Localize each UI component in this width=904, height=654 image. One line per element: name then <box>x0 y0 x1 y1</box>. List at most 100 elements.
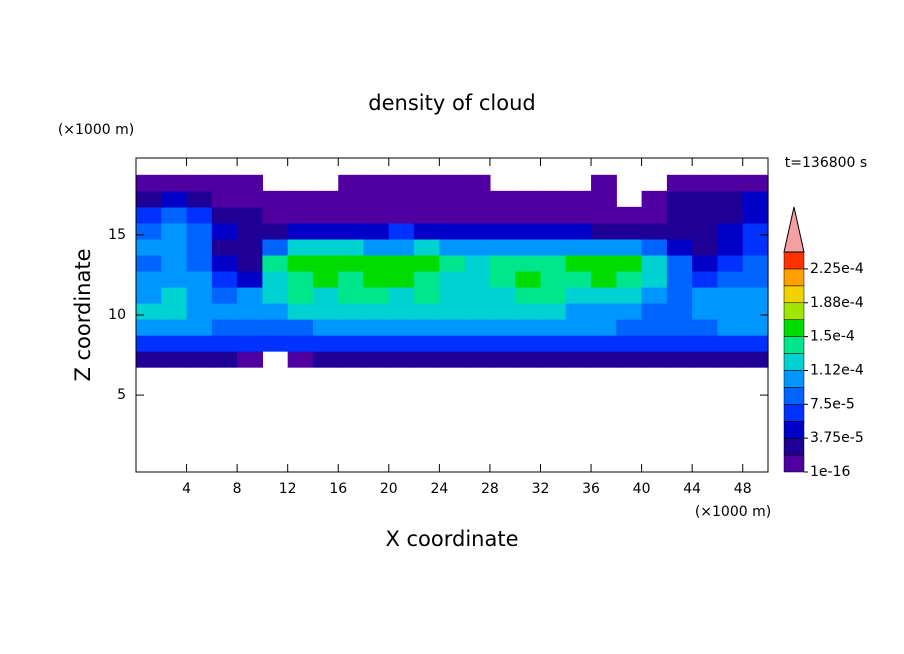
time-label: t=136800 s <box>785 155 867 171</box>
field-cell <box>641 206 668 224</box>
field-cell <box>388 286 415 304</box>
field-cell <box>237 206 263 224</box>
field-cell <box>287 190 314 208</box>
field-cell <box>262 238 289 256</box>
field-cell <box>388 351 415 368</box>
field-cell <box>161 238 188 256</box>
field-cell <box>742 174 769 192</box>
field-cell <box>489 302 516 320</box>
field-cell <box>641 319 668 336</box>
field-cell <box>161 190 188 208</box>
field-cell <box>692 319 719 336</box>
colorbar-band <box>783 353 805 371</box>
field-cell <box>388 174 415 192</box>
field-cell <box>363 335 390 352</box>
field-cell <box>414 286 440 304</box>
field-cell <box>237 319 263 336</box>
field-cell <box>161 254 188 272</box>
field-cell <box>464 335 491 352</box>
field-cell <box>515 286 542 304</box>
field-cell <box>211 286 238 304</box>
colorbar-band <box>783 370 805 388</box>
field-cell <box>464 302 491 320</box>
x-axis-label: X coordinate <box>385 527 518 551</box>
field-cell <box>666 351 693 368</box>
field-cell <box>464 286 491 304</box>
colorbar-band <box>783 454 805 473</box>
field-cell <box>489 319 516 336</box>
field-cell <box>666 254 693 272</box>
field-cell <box>616 254 643 272</box>
field-cell <box>464 222 491 240</box>
chart-title: density of cloud <box>368 91 535 115</box>
field-cell <box>136 286 162 304</box>
y-unit: (×1000 m) <box>58 122 134 138</box>
y-tick-label: 10 <box>108 307 126 323</box>
field-cell <box>540 222 567 240</box>
field-cell <box>237 270 263 288</box>
field-cell <box>515 190 542 208</box>
field-cell <box>591 270 617 288</box>
field-cell <box>414 238 440 256</box>
field-cell <box>161 206 188 224</box>
field-cell <box>616 335 643 352</box>
field-cell <box>540 190 567 208</box>
field-cell <box>717 335 744 352</box>
field-cell <box>186 335 213 352</box>
field-cell <box>262 286 289 304</box>
colorbar-band <box>783 285 805 304</box>
field-cell <box>641 270 668 288</box>
field-cell <box>489 222 516 240</box>
x-tick-label: 20 <box>380 481 398 497</box>
colorbar-band <box>783 268 805 287</box>
field-cell <box>489 351 516 368</box>
field-cell <box>489 238 516 256</box>
field-cell <box>363 190 390 208</box>
field-cell <box>186 206 213 224</box>
field-cell <box>388 254 415 272</box>
field-cell <box>540 302 567 320</box>
field-cell <box>692 238 719 256</box>
colorbar-band <box>783 420 805 439</box>
field-cell <box>211 238 238 256</box>
colorbar-band <box>783 251 805 270</box>
field-cell <box>414 190 440 208</box>
field-cell <box>237 254 263 272</box>
field-cell <box>439 174 466 192</box>
field-cell <box>616 351 643 368</box>
field-cell <box>338 351 365 368</box>
field-cell <box>136 335 162 352</box>
field-cell <box>388 190 415 208</box>
field-cell <box>136 254 162 272</box>
field-cell <box>641 254 668 272</box>
field-cell <box>312 302 339 320</box>
field-cell <box>287 222 314 240</box>
field-cell <box>161 270 188 288</box>
field-cell <box>186 270 213 288</box>
field-cell <box>515 222 542 240</box>
field-cell <box>439 254 466 272</box>
field-cell <box>186 286 213 304</box>
colorbar-over <box>783 206 805 253</box>
colorbar-band <box>783 437 805 456</box>
field-cell <box>591 286 617 304</box>
field-cell <box>287 335 314 352</box>
field-cell <box>338 174 365 192</box>
field-cell <box>136 270 162 288</box>
field-cell <box>262 270 289 288</box>
field-cell <box>641 190 668 208</box>
field-cell <box>136 222 162 240</box>
field-cell <box>666 319 693 336</box>
field-cell <box>591 206 617 224</box>
field-cell <box>692 286 719 304</box>
field-cell <box>616 238 643 256</box>
field-cell <box>742 319 769 336</box>
field-cell <box>742 254 769 272</box>
field-cell <box>565 286 592 304</box>
field-cell <box>666 270 693 288</box>
field-cell <box>136 206 162 224</box>
field-cell <box>717 222 744 240</box>
field-cell <box>565 206 592 224</box>
field-cell <box>565 254 592 272</box>
field-cell <box>489 254 516 272</box>
